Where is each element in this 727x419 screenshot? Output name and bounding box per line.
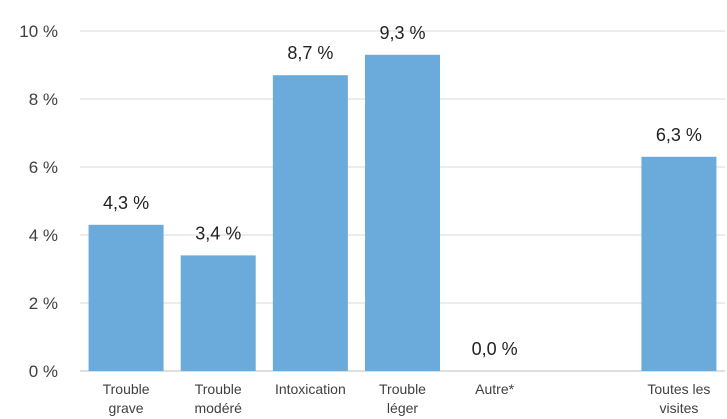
bar bbox=[365, 54, 440, 372]
x-tick-label: visites bbox=[659, 400, 698, 416]
y-tick-label: 8 % bbox=[29, 90, 58, 109]
bar bbox=[88, 224, 164, 371]
x-tick-label: Intoxication bbox=[275, 381, 346, 397]
bar bbox=[272, 75, 348, 371]
data-label: 6,3 % bbox=[656, 125, 702, 145]
bar bbox=[641, 156, 717, 371]
x-tick-label: Trouble bbox=[103, 381, 150, 397]
y-tick-label: 10 % bbox=[19, 22, 58, 41]
x-tick-label: Trouble bbox=[379, 381, 426, 397]
data-label: 0,0 % bbox=[472, 339, 518, 359]
y-tick-label: 6 % bbox=[29, 158, 58, 177]
data-labels: 4,3 % 3,4 % 8,7 % 9,3 % 0,0 % 6,3 % bbox=[103, 23, 702, 359]
data-label: 4,3 % bbox=[103, 193, 149, 213]
x-tick-label: grave bbox=[109, 400, 144, 416]
x-tick-label: modéré bbox=[194, 400, 242, 416]
y-tick-label: 4 % bbox=[29, 226, 58, 245]
bar bbox=[180, 255, 256, 371]
x-tick-label: Toutes les bbox=[647, 381, 710, 397]
y-axis-ticks: 0 % 2 % 4 % 6 % 8 % 10 % bbox=[19, 22, 58, 381]
y-tick-label: 0 % bbox=[29, 362, 58, 381]
bars bbox=[88, 54, 717, 372]
data-label: 3,4 % bbox=[195, 223, 241, 243]
data-label: 9,3 % bbox=[379, 23, 425, 43]
x-axis-ticks: Trouble grave Trouble modéré Intoxication Tro… bbox=[103, 381, 711, 416]
data-label: 8,7 % bbox=[287, 43, 333, 63]
x-tick-label: Trouble bbox=[195, 381, 242, 397]
x-tick-label: léger bbox=[387, 400, 418, 416]
x-tick-label: Autre* bbox=[475, 381, 514, 397]
y-tick-label: 2 % bbox=[29, 294, 58, 313]
